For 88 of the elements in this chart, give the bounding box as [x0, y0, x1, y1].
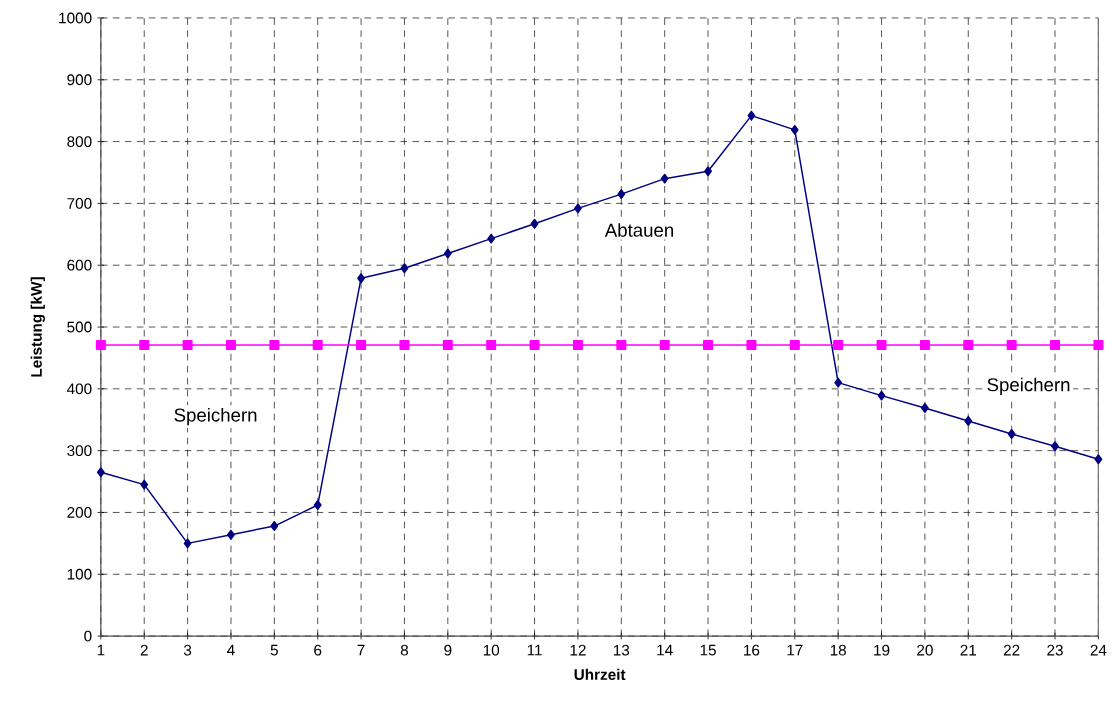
x-tick-label: 7: [357, 644, 365, 656]
y-tick-label: 700: [67, 197, 92, 209]
point: [182, 339, 193, 350]
x-tick-label: 9: [444, 644, 452, 656]
x-tick-label: 17: [787, 644, 803, 656]
y-tick-label: 200: [67, 507, 92, 518]
point: [356, 339, 367, 350]
x-tick-label: 3: [183, 644, 192, 656]
x-tick-label: 8: [400, 644, 409, 656]
y-tick-label: 900: [67, 74, 92, 86]
y-tick-label: 1000: [59, 12, 92, 24]
x-tick-label: 6: [314, 644, 322, 656]
point: [183, 538, 192, 549]
x-tick-label: 1: [97, 644, 105, 656]
point: [1051, 441, 1059, 452]
point: [920, 403, 929, 413]
annotation: Speichern: [987, 377, 1070, 396]
x-tick-label: 24: [1090, 644, 1107, 656]
x-tick-label: 21: [960, 644, 977, 656]
x-tick-label: 10: [483, 644, 500, 656]
point: [400, 263, 409, 274]
point: [530, 218, 539, 229]
y-tick-label: 100: [67, 568, 92, 580]
y-tick-label: 0: [84, 630, 92, 642]
point: [703, 339, 714, 350]
point: [225, 339, 236, 350]
point: [96, 467, 105, 478]
x-tick-label: 18: [830, 644, 847, 656]
y-axis-title: Leistung [kW]: [30, 277, 45, 377]
point: [487, 233, 496, 244]
point: [270, 521, 279, 532]
point: [572, 339, 583, 350]
x-tick-label: 13: [613, 644, 630, 656]
x-tick-label: 2: [140, 644, 148, 656]
point: [876, 339, 887, 350]
point: [704, 166, 712, 177]
x-tick-label: 5: [270, 644, 278, 656]
x-tick-label: 14: [657, 644, 673, 656]
point: [313, 500, 322, 511]
point: [529, 339, 540, 350]
point: [616, 339, 627, 350]
annotation: Speichern: [174, 407, 257, 426]
point: [790, 124, 799, 135]
point: [574, 203, 582, 214]
x-tick-label: 23: [1047, 644, 1063, 656]
point: [1094, 454, 1103, 465]
x-tick-label: 19: [874, 644, 890, 656]
y-tick-label: 600: [67, 259, 92, 271]
point: [1007, 428, 1016, 439]
point: [877, 390, 886, 401]
point: [357, 273, 365, 284]
point: [227, 529, 235, 540]
annotation: Abtauen: [604, 223, 674, 237]
point: [919, 339, 930, 350]
point: [964, 415, 973, 426]
point: [833, 339, 844, 350]
point: [269, 339, 280, 350]
x-tick-label: 15: [700, 644, 716, 656]
x-axis-title: Uhrzeit: [574, 668, 626, 680]
x-tick-label: 12: [570, 644, 586, 656]
point: [617, 189, 626, 200]
x-tick-label: 11: [527, 644, 542, 656]
y-tick-label: 500: [67, 321, 92, 333]
point: [659, 339, 670, 350]
point: [140, 479, 149, 490]
point: [1093, 339, 1104, 350]
point: [486, 339, 497, 350]
point: [747, 110, 756, 121]
point: [660, 173, 669, 184]
point: [1006, 339, 1017, 350]
x-tick-label: 16: [744, 644, 760, 656]
point: [834, 377, 843, 388]
point: [442, 339, 453, 350]
point: [1050, 339, 1061, 350]
point: [95, 339, 106, 350]
y-tick-label: 400: [66, 383, 92, 395]
x-tick-label: 4: [227, 644, 235, 656]
point: [789, 339, 800, 350]
point: [746, 339, 757, 350]
point: [443, 248, 452, 259]
point: [399, 339, 410, 350]
point: [139, 339, 150, 350]
y-tick-label: 300: [67, 445, 92, 457]
point: [312, 339, 323, 350]
y-tick-label: 800: [67, 136, 92, 148]
point: [963, 339, 974, 350]
x-tick-label: 20: [917, 644, 933, 656]
x-tick-label: 22: [1003, 644, 1020, 656]
